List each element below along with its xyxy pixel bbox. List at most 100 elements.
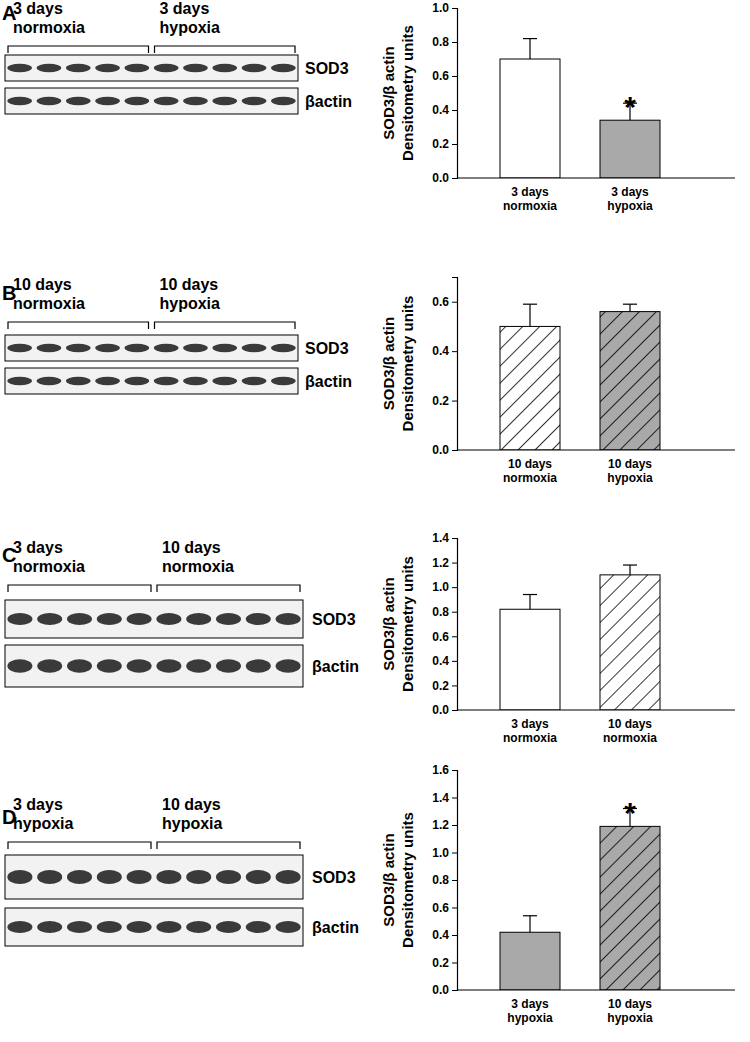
blot-band bbox=[242, 344, 267, 352]
tick: 0.0 bbox=[432, 443, 457, 457]
y-axis: 0.00.20.40.60.81.0 bbox=[432, 1, 457, 185]
group-bracket bbox=[157, 842, 300, 849]
tick-mark bbox=[452, 990, 457, 991]
tick: 0.0 bbox=[432, 703, 457, 717]
tick-label: 0.0 bbox=[432, 443, 449, 457]
blot-strip bbox=[5, 645, 303, 687]
group-bracket bbox=[155, 322, 296, 329]
blot-band bbox=[97, 870, 122, 884]
blot-band bbox=[271, 64, 296, 72]
category-label: 10 daysnormoxia bbox=[503, 457, 557, 485]
blot-band bbox=[95, 97, 120, 105]
blot-band bbox=[216, 659, 241, 672]
error-cap bbox=[523, 594, 537, 595]
tick-mark bbox=[452, 825, 457, 826]
tick: 1.0 bbox=[432, 846, 457, 860]
tick-mark bbox=[452, 612, 457, 613]
tick-label: 0.2 bbox=[432, 137, 449, 151]
tick: 0.6 bbox=[432, 69, 457, 83]
y-axis-line bbox=[452, 278, 458, 451]
bar bbox=[600, 120, 660, 178]
error-cap bbox=[523, 915, 537, 916]
blot-band bbox=[95, 64, 120, 72]
bar bbox=[600, 312, 660, 450]
tick: 0.2 bbox=[432, 956, 457, 970]
y-axis-line bbox=[452, 771, 458, 991]
tick: 1.4 bbox=[432, 531, 457, 545]
blot-band bbox=[156, 921, 181, 933]
blot-band bbox=[216, 613, 241, 625]
y-axis-title: SOD3/β actinDensitometry units bbox=[380, 25, 416, 161]
tick-mark bbox=[452, 853, 457, 854]
tick: 1.0 bbox=[432, 1, 457, 15]
blot-band bbox=[271, 344, 296, 352]
blot-strip bbox=[5, 55, 298, 81]
tick-label: 0.4 bbox=[432, 344, 449, 358]
tick-mark bbox=[452, 798, 457, 799]
blot-band bbox=[276, 921, 301, 933]
blot-band bbox=[7, 659, 32, 672]
blot-band bbox=[66, 344, 91, 352]
tick-label: 1.2 bbox=[432, 556, 449, 570]
blot-band bbox=[66, 377, 91, 385]
tick-mark bbox=[452, 401, 457, 402]
blot-band bbox=[37, 97, 62, 105]
blot-band bbox=[183, 344, 208, 352]
category-label: 10 dayshypoxia bbox=[607, 457, 653, 485]
tick-label: 1.6 bbox=[432, 763, 449, 777]
blot-band bbox=[7, 64, 32, 72]
group-label: 3 daysnormoxia bbox=[13, 0, 85, 36]
blot-band bbox=[37, 870, 62, 884]
tick-mark bbox=[452, 685, 457, 686]
blot-band bbox=[212, 64, 237, 72]
blot-band bbox=[125, 344, 150, 352]
blot-band bbox=[212, 344, 237, 352]
y-axis-line bbox=[452, 539, 458, 711]
blot-band bbox=[276, 613, 301, 625]
blot-band bbox=[7, 377, 32, 385]
tick-mark bbox=[452, 710, 457, 711]
blot-band bbox=[37, 64, 62, 72]
blot-band bbox=[127, 870, 152, 884]
error-cap bbox=[523, 304, 537, 305]
tick: 0.2 bbox=[432, 137, 457, 151]
tick-label: 0.2 bbox=[432, 394, 449, 408]
tick-mark bbox=[452, 880, 457, 881]
tick: 0.0 bbox=[432, 171, 457, 185]
blot-band bbox=[276, 659, 301, 672]
tick: 1.0 bbox=[432, 580, 457, 594]
blot-band bbox=[271, 97, 296, 105]
category-label: 10 dayshypoxia bbox=[607, 997, 653, 1025]
tick-label: 0.0 bbox=[432, 983, 449, 997]
tick-label: 0.6 bbox=[432, 69, 449, 83]
tick: 0.6 bbox=[432, 630, 457, 644]
y-axis: 0.00.20.40.60.81.01.21.4 bbox=[432, 531, 457, 717]
blot-band bbox=[97, 921, 122, 933]
significance-mark: * bbox=[624, 796, 636, 829]
y-axis-title: SOD3/β actinDensitometry units bbox=[380, 812, 416, 948]
blot-band bbox=[154, 64, 179, 72]
tick-mark bbox=[452, 144, 457, 145]
group-label: 10 daysnormoxia bbox=[162, 539, 234, 575]
plot-area bbox=[500, 304, 660, 450]
panel: C3 daysnormoxia10 daysnormoxiaSOD3βactin… bbox=[2, 531, 735, 745]
error-stem bbox=[629, 304, 630, 311]
tick: 0.6 bbox=[432, 901, 457, 915]
figure: A3 daysnormoxia3 dayshypoxiaSOD3βactin0.… bbox=[0, 0, 750, 1042]
tick-mark bbox=[452, 110, 457, 111]
tick: 0.8 bbox=[432, 605, 457, 619]
tick: 1.2 bbox=[432, 556, 457, 570]
category-label: 10 daysnormoxia bbox=[603, 717, 657, 745]
error-stem bbox=[529, 916, 530, 933]
blot-strip bbox=[5, 368, 298, 394]
blot-band bbox=[183, 377, 208, 385]
error-cap bbox=[523, 38, 537, 39]
x-axis-line bbox=[457, 449, 735, 450]
error-bar bbox=[523, 595, 537, 610]
tick-label: 1.4 bbox=[432, 531, 449, 545]
tick: 0.4 bbox=[432, 103, 457, 117]
plot-area bbox=[500, 39, 660, 178]
plot-area bbox=[500, 809, 660, 991]
tick-label: 1.4 bbox=[432, 791, 449, 805]
error-bar bbox=[523, 916, 537, 933]
